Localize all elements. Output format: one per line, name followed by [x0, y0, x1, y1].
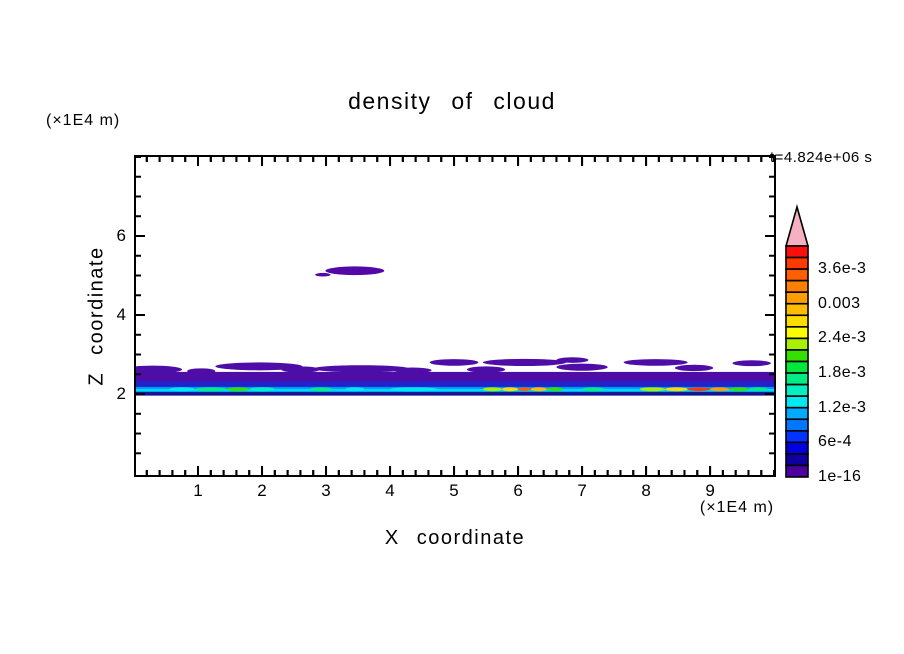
- cloud-blob: [215, 362, 303, 371]
- colorbar-overflow-arrow: [784, 204, 810, 247]
- colorbar-cell: [785, 279, 809, 294]
- cloud-streak: [665, 387, 688, 392]
- x-tick-label: 7: [577, 481, 587, 500]
- colorbar-tick-label: 2.4e-3: [818, 329, 867, 347]
- colorbar-tick-label: 3.6e-3: [818, 260, 867, 278]
- cloud-streak: [390, 387, 439, 392]
- cloud-blob: [187, 368, 216, 374]
- cloud-blob: [134, 365, 182, 374]
- colorbar-cell: [785, 302, 809, 317]
- cloud-streak: [194, 387, 227, 392]
- colorbar-cell: [785, 453, 809, 467]
- colorbar-tick-label: 1.8e-3: [818, 364, 867, 382]
- cloud-streak: [482, 387, 503, 392]
- cloud-streak: [226, 387, 250, 392]
- colorbar-cell: [785, 418, 809, 432]
- cloud-streak: [639, 387, 666, 392]
- y-tick-label: 4: [116, 305, 126, 324]
- y-tick-labels: 2 4 6: [88, 155, 126, 477]
- colorbar-cell: [785, 349, 809, 363]
- cloud-blob: [732, 360, 771, 367]
- cloud-blob: [556, 357, 589, 363]
- cloud-strip: [134, 392, 776, 396]
- cloud-blob: [313, 365, 410, 373]
- cloud-streak: [518, 387, 531, 392]
- cloud-streak: [546, 387, 563, 392]
- cloud-strip: [134, 371, 776, 383]
- cloud-blob: [325, 266, 385, 276]
- x-tick-labels: 1 2 3 4 5 6 7 8 9: [134, 481, 776, 501]
- y-axis-unit-label: (×1E4 m): [46, 112, 121, 129]
- colorbar-tick-labels: 3.6e-3 0.003 2.4e-3 1.8e-3 1.2e-3 6e-4 1e-16: [818, 0, 904, 654]
- colorbar-cell: [785, 360, 809, 374]
- cloud-streak: [748, 387, 768, 392]
- cloud-blob: [482, 358, 567, 366]
- cloud-streak: [249, 387, 275, 392]
- colorbar-cell: [785, 256, 809, 270]
- colorbar-cell: [785, 337, 809, 351]
- cloud-strip: [134, 388, 776, 392]
- contour-plot-area: [134, 155, 776, 477]
- cloud-blob: [429, 359, 479, 366]
- colorbar-cell: [785, 430, 809, 444]
- x-axis-title: X coordinate: [384, 527, 526, 549]
- cloud-strip: [134, 381, 776, 389]
- cloud-streak: [687, 387, 711, 392]
- axis-ticks: [136, 155, 776, 475]
- x-tick-label: 8: [641, 481, 651, 500]
- chart-title: density of cloud: [348, 88, 556, 114]
- cloud-streak: [169, 387, 195, 392]
- cloud-streak: [710, 387, 730, 392]
- x-tick-label: 6: [513, 481, 523, 500]
- cloud-streak: [310, 387, 333, 392]
- cloud-field: [134, 266, 776, 396]
- colorbar-cell: [785, 314, 809, 328]
- cloud-streak: [530, 387, 547, 392]
- colorbar-cell: [785, 464, 809, 478]
- colorbar-cell: [785, 372, 809, 386]
- cloud-blob: [281, 366, 320, 373]
- x-tick-label: 3: [321, 481, 331, 500]
- plot-frame: [134, 155, 776, 477]
- y-tick-label: 2: [116, 384, 126, 404]
- x-tick-label: 5: [449, 481, 459, 500]
- cloud-blob: [556, 363, 608, 371]
- colorbar-tick-label: 0.003: [818, 294, 861, 312]
- colorbar-tick-label: 1e-16: [818, 468, 862, 485]
- colorbar-cell: [785, 441, 809, 455]
- cloud-streak: [345, 387, 365, 392]
- colorbar-cell: [785, 395, 809, 409]
- x-tick-label: 4: [385, 481, 395, 500]
- cloud-streak: [502, 387, 519, 392]
- x-axis-unit-label: (×1E4 m): [699, 499, 775, 516]
- x-tick-label: 9: [705, 481, 715, 500]
- cloud-blob: [466, 366, 506, 373]
- cloud-blob: [315, 272, 331, 277]
- colorbar-cell: [785, 291, 809, 305]
- cloud-blob: [393, 367, 432, 374]
- cloud-streak: [729, 387, 749, 392]
- colorbar-tick-label: 6e-4: [818, 433, 853, 451]
- colorbar-cell: [785, 268, 809, 282]
- cloud-blob: [623, 359, 688, 366]
- colorbar-cell: [785, 245, 809, 259]
- colorbar-cell: [785, 326, 809, 340]
- y-tick-label: 6: [116, 225, 126, 245]
- colorbar-cell: [785, 406, 809, 421]
- cloud-blob: [674, 364, 714, 372]
- x-tick-label: 2: [257, 481, 267, 500]
- time-annotation: t=4.824e+06 s: [770, 149, 873, 166]
- cloud-streak: [582, 387, 605, 392]
- colorbar: [784, 204, 810, 478]
- colorbar-tick-label: 1.2e-3: [818, 398, 867, 416]
- x-tick-label: 1: [193, 481, 203, 500]
- colorbar-cell: [785, 383, 809, 397]
